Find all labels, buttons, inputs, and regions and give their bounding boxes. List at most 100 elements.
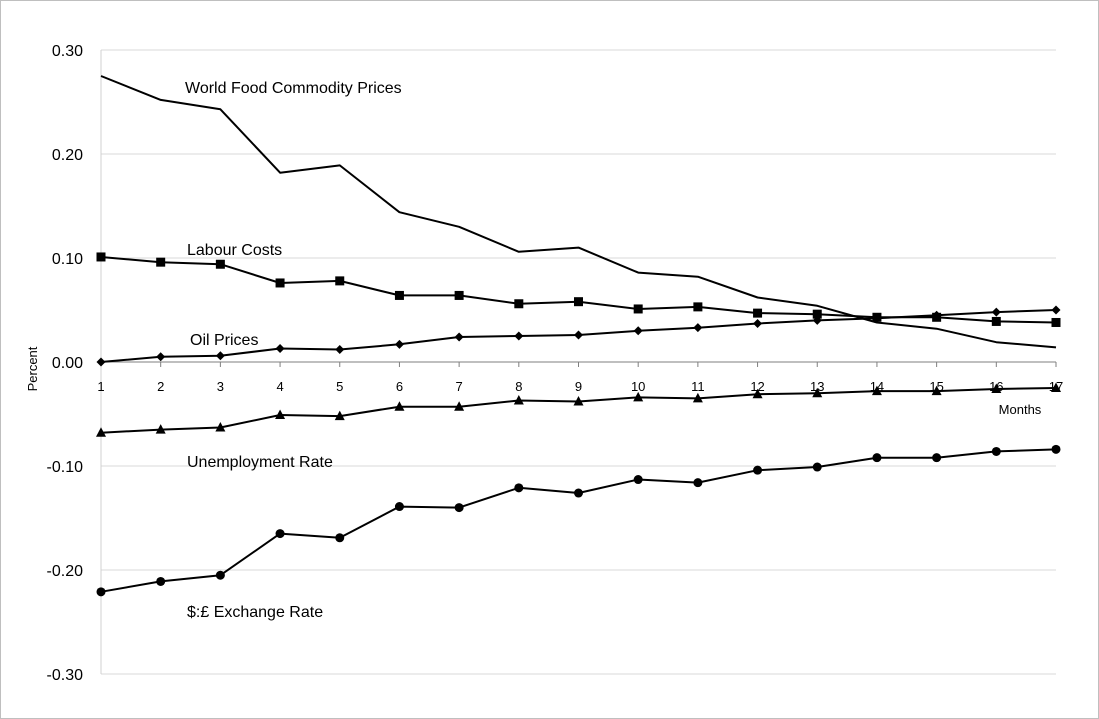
diamond-marker — [1051, 305, 1061, 315]
diamond-marker — [932, 310, 942, 320]
square-marker — [753, 308, 763, 318]
diamond-marker — [335, 345, 345, 355]
circle-marker — [514, 483, 524, 493]
triangle-marker — [1051, 382, 1061, 392]
diamond-marker — [394, 339, 404, 349]
x-tick-label: 2 — [157, 379, 164, 394]
triangle-marker — [692, 392, 703, 403]
square-marker — [454, 290, 464, 300]
y-axis-title: Percent — [25, 346, 40, 391]
diamond-marker — [753, 319, 763, 329]
x-tick-label: 10 — [631, 379, 645, 394]
circle-marker — [1051, 444, 1061, 454]
diamond-marker — [991, 307, 1001, 317]
y-tick-label: 0.20 — [52, 147, 83, 164]
circle-marker — [812, 462, 822, 472]
triangle-marker — [633, 391, 644, 402]
x-tick-label: 7 — [456, 379, 463, 394]
square-marker — [574, 297, 583, 307]
square-marker — [335, 276, 345, 286]
triangle-marker — [394, 401, 405, 411]
series-line-0 — [100, 75, 1057, 349]
triangle-marker — [752, 388, 763, 399]
circle-marker — [215, 570, 225, 580]
circle-marker — [693, 478, 703, 488]
y-tick-label: -0.30 — [47, 667, 84, 684]
y-tick-label: -0.20 — [47, 563, 84, 580]
triangle-marker — [275, 409, 286, 420]
x-tick-label: 1 — [97, 379, 104, 394]
series-label-oil-prices: Oil Prices — [190, 332, 258, 349]
y-tick-label: -0.10 — [47, 459, 84, 476]
square-marker — [215, 259, 225, 269]
x-tick-label: 6 — [396, 379, 403, 394]
diamond-marker — [872, 313, 882, 323]
x-tick-label: 13 — [810, 379, 824, 394]
series-label-labour-costs: Labour Costs — [187, 242, 282, 259]
series-label-food-prices: World Food Commodity Prices — [185, 80, 402, 97]
series-label-exchange-rate: $:£ Exchange Rate — [187, 604, 323, 621]
square-marker — [633, 304, 643, 314]
triangle-marker — [871, 385, 882, 396]
triangle-marker — [812, 387, 823, 398]
triangle-marker — [96, 427, 106, 437]
diamond-marker — [454, 332, 464, 342]
triangle-marker — [334, 410, 345, 421]
square-marker — [96, 252, 106, 262]
diamond-marker — [574, 330, 583, 340]
diamond-marker — [514, 331, 524, 341]
square-marker — [1051, 317, 1061, 327]
x-tick-label: 12 — [750, 379, 764, 394]
triangle-marker — [931, 385, 942, 396]
diamond-marker — [215, 351, 225, 361]
diamond-marker — [633, 326, 643, 336]
triangle-marker — [513, 394, 524, 405]
triangle-marker — [991, 383, 1002, 394]
y-tick-label: 0.00 — [52, 355, 83, 372]
x-tick-label: 11 — [691, 379, 705, 394]
square-marker — [693, 302, 703, 312]
x-tick-label: 3 — [217, 379, 224, 394]
diamond-marker — [96, 357, 106, 367]
x-tick-label: 5 — [336, 379, 343, 394]
diamond-marker — [275, 343, 285, 353]
triangle-marker — [155, 424, 166, 434]
series-label-unemployment-rate: Unemployment Rate — [187, 454, 333, 471]
circle-marker — [275, 529, 285, 539]
y-tick-label: 0.10 — [52, 251, 83, 268]
square-marker — [812, 309, 822, 319]
circle-marker — [872, 453, 882, 463]
circle-marker — [932, 453, 942, 463]
circle-marker — [633, 475, 643, 485]
diamond-marker — [156, 352, 166, 362]
circle-marker — [991, 446, 1001, 456]
triangle-marker — [215, 422, 226, 432]
diamond-marker — [693, 323, 703, 333]
series-line-3 — [100, 387, 1057, 434]
circle-marker — [454, 503, 464, 513]
square-marker — [514, 299, 524, 309]
circle-marker — [394, 502, 404, 512]
circle-marker — [335, 533, 345, 543]
diamond-marker — [812, 315, 822, 325]
x-tick-label: 4 — [276, 379, 283, 394]
y-tick-label: 0.30 — [52, 43, 83, 60]
square-marker — [156, 257, 166, 267]
x-tick-label: 9 — [575, 379, 582, 394]
circle-marker — [96, 587, 106, 597]
triangle-marker — [573, 396, 584, 406]
x-axis-title: Months — [999, 402, 1042, 417]
circle-marker — [753, 465, 763, 475]
circle-marker — [156, 576, 166, 586]
gridlines — [100, 49, 1057, 675]
square-marker — [275, 278, 285, 288]
triangle-marker — [454, 401, 465, 411]
square-marker — [991, 316, 1001, 326]
x-tick-label: 8 — [515, 379, 522, 394]
series-markers — [96, 252, 1061, 597]
circle-marker — [574, 488, 583, 498]
y-tick-labels: 0.30 0.20 0.10 0.00 -0.10 -0.20 -0.30 — [47, 43, 84, 684]
square-marker — [394, 290, 404, 300]
